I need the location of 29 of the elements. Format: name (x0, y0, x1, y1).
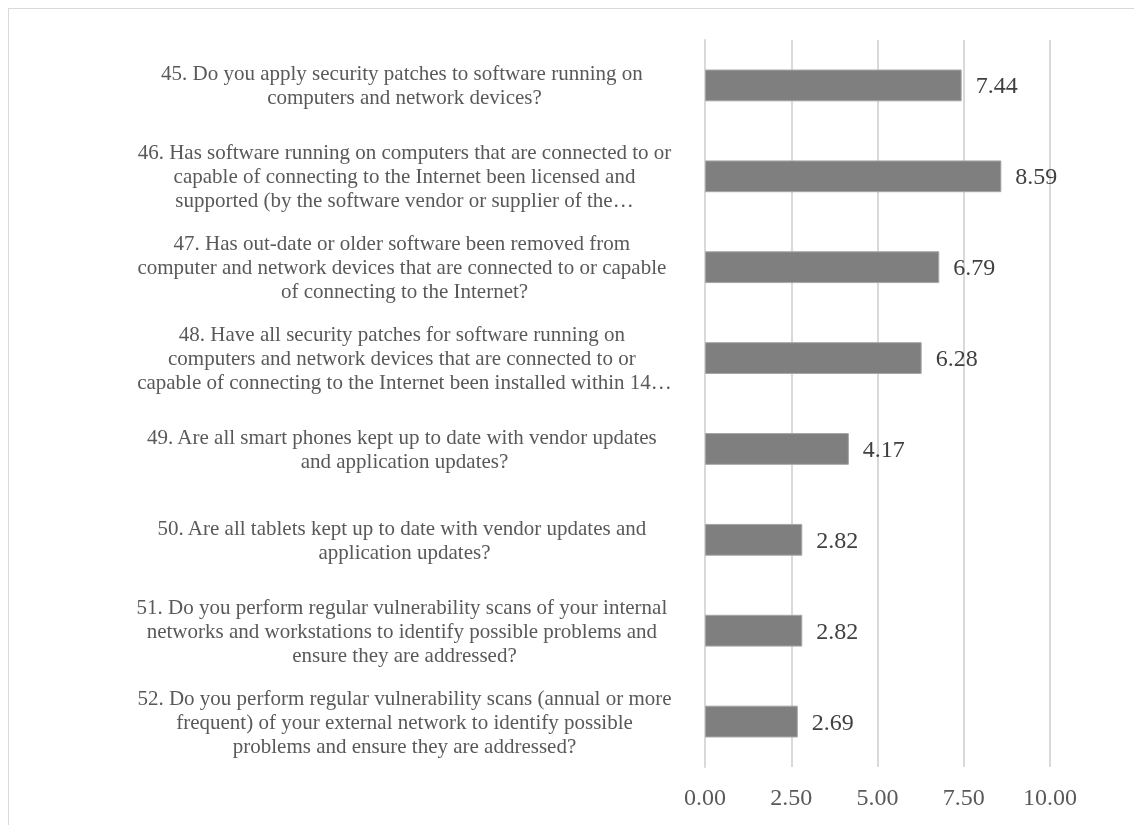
y-tick-label: 52. Do you perform regular vulnerability scans (annual or more frequent) of your external network to identify possible problems and ensure they are addressed? (137, 685, 672, 758)
bar (705, 523, 803, 556)
x-tick-label: 2.50 (770, 784, 813, 810)
y-tick-label: 45. Do you apply security patches to software running on computers and network devices? (161, 61, 648, 110)
bar (705, 160, 1002, 193)
data-label: 4.17 (862, 435, 905, 462)
bar (705, 342, 922, 374)
y-tick-label: 47. Has out-date or older software been removed from computer and network devices that are connected to or capable of connecting to the Internet? (137, 231, 672, 304)
x-tick-label: 0.00 (684, 784, 726, 810)
y-tick-label: 46. Has software running on computers that are connected to or capable of connecting to the Internet been licensed and supported (by the software vendor or supplier of the… (137, 140, 672, 213)
data-label: 7.44 (975, 72, 1018, 99)
y-tick-label: 48. Have all security patches for software running on computers and network devices that are connected to or capable of connecting to the Internet been installed within 14… (137, 322, 672, 395)
data-label: 2.69 (811, 708, 854, 735)
x-tick-label: 10.00 (1023, 784, 1077, 810)
bar (705, 69, 962, 102)
data-label: 2.82 (816, 617, 859, 644)
bar (705, 433, 849, 465)
data-label: 6.79 (953, 254, 996, 281)
y-tick-label: 50. Are all tablets kept up to date with vendor updates and application updates? (157, 515, 652, 564)
y-tick-label: 49. Are all smart phones kept up to date with vendor updates and application updates? (147, 424, 662, 473)
data-label: 6.28 (935, 345, 978, 372)
bar (705, 705, 798, 738)
data-label: 2.82 (816, 526, 859, 553)
x-tick-label: 5.00 (856, 784, 899, 810)
x-tick-label: 7.50 (942, 784, 985, 810)
bar (705, 251, 940, 284)
y-tick-label: 51. Do you perform regular vulnerability scans of your internal networks and workstations to identify possible problems and ensure they are addressed? (136, 594, 673, 667)
data-label: 8.59 (1015, 163, 1058, 190)
bar (705, 614, 803, 647)
